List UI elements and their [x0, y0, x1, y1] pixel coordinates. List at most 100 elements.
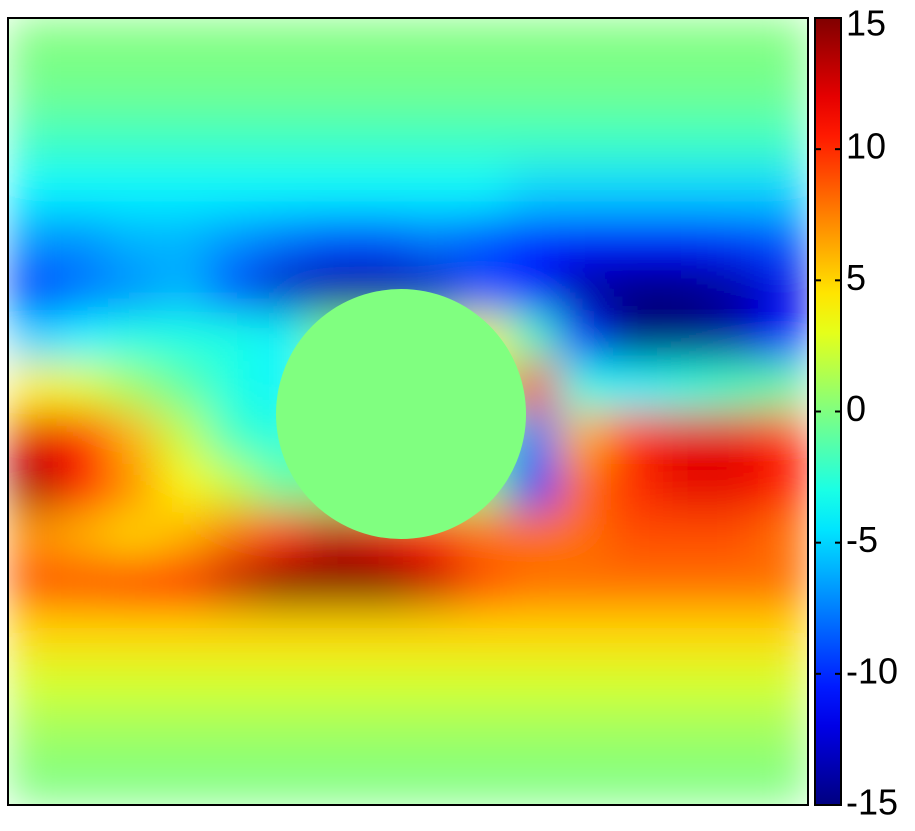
cell [658, 165, 709, 216]
cell [158, 67, 209, 117]
cell [158, 509, 209, 560]
cell [708, 18, 759, 68]
cell [158, 18, 209, 68]
cell [208, 362, 259, 412]
cell [658, 362, 709, 412]
cell [508, 559, 559, 609]
cell [408, 755, 459, 805]
cell [358, 657, 409, 708]
colorbar-tick-label: 5 [846, 257, 866, 298]
cell [558, 706, 609, 757]
cell [358, 755, 409, 805]
cell [658, 460, 709, 511]
cell [458, 706, 509, 757]
cell [408, 706, 459, 757]
cell [758, 362, 808, 412]
cell [358, 214, 409, 265]
cell [358, 165, 409, 216]
cell [658, 411, 709, 462]
cell [758, 165, 808, 216]
colorbar-tick-label: -15 [846, 782, 898, 823]
cell [608, 460, 659, 511]
cell [8, 263, 59, 314]
cell [708, 362, 759, 412]
cell [158, 657, 209, 708]
cell [508, 263, 559, 314]
cell [608, 608, 659, 658]
cell [758, 706, 808, 757]
cell [8, 608, 59, 658]
cell [58, 559, 109, 609]
cell [258, 608, 309, 658]
cell [158, 460, 209, 511]
cell [358, 67, 409, 117]
cell [158, 116, 209, 167]
cell [258, 116, 309, 167]
cell [258, 755, 309, 805]
cell [658, 67, 709, 117]
cell [458, 116, 509, 167]
cell [608, 116, 659, 167]
cell [158, 608, 209, 658]
cell [558, 657, 609, 708]
plot-frame [7, 17, 809, 806]
cell [108, 559, 159, 609]
cell [58, 263, 109, 314]
cell [608, 559, 659, 609]
cell [8, 362, 59, 412]
colorbar-tick-label: -5 [846, 519, 878, 560]
cell [8, 706, 59, 757]
cell [58, 67, 109, 117]
cell [108, 755, 159, 805]
cell [708, 263, 759, 314]
cell [158, 706, 209, 757]
colorbar-tick-label: 10 [846, 126, 886, 167]
cell [58, 411, 109, 462]
cell [108, 608, 159, 658]
cell [308, 116, 359, 167]
cell [358, 706, 409, 757]
cell [208, 509, 259, 560]
cell [608, 18, 659, 68]
cell [208, 313, 259, 363]
cell [208, 18, 259, 68]
cell [658, 263, 709, 314]
cell [208, 608, 259, 658]
cell [708, 460, 759, 511]
cell [608, 362, 659, 412]
cell [758, 67, 808, 117]
cell [258, 509, 309, 560]
cell [258, 18, 309, 68]
cell [508, 214, 559, 265]
cell [8, 755, 59, 805]
cell [108, 460, 159, 511]
cell [508, 313, 559, 363]
cell [508, 116, 559, 167]
cell [658, 755, 709, 805]
cell [708, 313, 759, 363]
cell [758, 411, 808, 462]
cell [508, 509, 559, 560]
cell [408, 214, 459, 265]
cell [108, 165, 159, 216]
cell [108, 116, 159, 167]
cell [8, 411, 59, 462]
cell [108, 657, 159, 708]
cell [508, 165, 559, 216]
colorbar-tick-label: 0 [846, 388, 866, 429]
cell [108, 263, 159, 314]
cylinder [276, 289, 526, 539]
cell [358, 559, 409, 609]
cell [608, 313, 659, 363]
cell [608, 165, 659, 216]
cell [458, 67, 509, 117]
cell [8, 165, 59, 216]
cell [308, 214, 359, 265]
cell [258, 165, 309, 216]
cell [708, 67, 759, 117]
cell [558, 67, 609, 117]
cell [608, 67, 659, 117]
cell [108, 706, 159, 757]
cell [408, 67, 459, 117]
